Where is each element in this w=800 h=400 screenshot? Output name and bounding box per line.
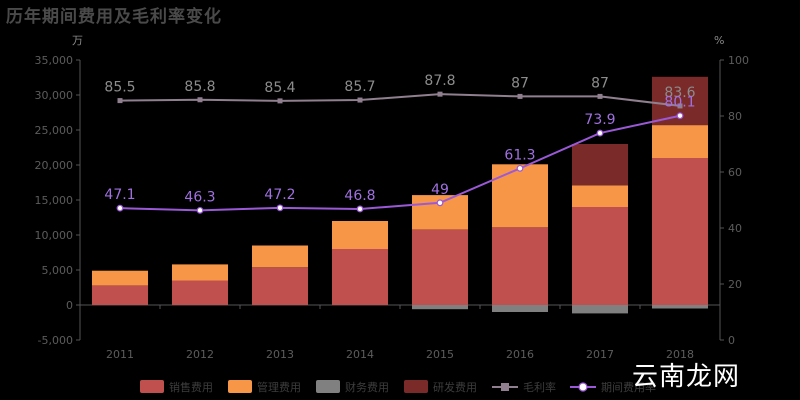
data-label-期间费用率: 47.1	[104, 187, 135, 203]
right-tick-label: 100	[728, 54, 749, 67]
lines	[116, 91, 684, 214]
legend-swatch	[140, 380, 164, 393]
bar-财务费用	[652, 305, 708, 309]
bar-销售费用	[492, 227, 548, 305]
marker-毛利率	[597, 93, 603, 99]
left-tick-label: -5,000	[38, 334, 73, 347]
marker-毛利率	[197, 97, 203, 103]
x-tick-label: 2018	[666, 348, 694, 361]
left-axis-unit: 万	[72, 34, 83, 47]
marker-毛利率	[117, 98, 123, 104]
data-label-期间费用率: 73.9	[584, 112, 615, 128]
marker-期间费用率	[196, 206, 204, 214]
left-tick-label: 30,000	[35, 89, 74, 102]
data-label-毛利率: 85.7	[344, 79, 375, 95]
left-tick-label: 15,000	[35, 194, 74, 207]
data-label-毛利率: 87.8	[424, 73, 455, 89]
right-axis-unit: %	[714, 34, 724, 47]
bar-管理费用	[172, 264, 228, 281]
bar-管理费用	[492, 164, 548, 228]
axes: -5,000 0 5,000 10,000 15,000 20,000 25,000 30,0…	[35, 34, 750, 361]
right-tick-label: 20	[728, 278, 742, 291]
marker-期间费用率	[436, 199, 444, 207]
bar-销售费用	[412, 229, 468, 305]
marker-期间费用率	[676, 112, 684, 120]
bar-财务费用	[572, 305, 628, 314]
line-毛利率	[119, 93, 681, 107]
data-label-期间费用率: 46.8	[344, 188, 375, 204]
marker-毛利率	[357, 97, 363, 103]
bar-管理费用	[652, 125, 708, 158]
data-labels: 85.5 85.8 85.4 85.7 87.8 87 87 83.6 47.1 46.3 47.2…	[104, 73, 695, 205]
legend-label: 管理费用	[257, 380, 301, 394]
data-label-毛利率: 87	[591, 75, 609, 91]
x-tick-label: 2013	[266, 348, 294, 361]
marker-毛利率	[517, 93, 523, 99]
data-label-毛利率: 83.6	[664, 85, 695, 101]
bar-销售费用	[172, 280, 228, 305]
bar-销售费用	[652, 158, 708, 305]
x-tick-label: 2017	[586, 348, 614, 361]
watermark-logo: 云南龙网	[632, 362, 741, 392]
legend-swatch	[228, 380, 252, 393]
bars	[92, 76, 708, 314]
data-label-毛利率: 85.4	[264, 80, 295, 96]
left-tick-label: 25,000	[35, 124, 74, 137]
marker-期间费用率	[116, 204, 124, 212]
marker-期间费用率	[596, 129, 604, 137]
legend-marker	[501, 383, 509, 391]
left-tick-label: 5,000	[42, 264, 74, 277]
marker-毛利率	[437, 91, 443, 97]
data-label-期间费用率: 46.3	[184, 189, 215, 205]
x-tick-label: 2014	[346, 348, 374, 361]
bar-研发费用	[572, 144, 628, 186]
legend-swatch	[316, 380, 340, 393]
data-label-毛利率: 85.8	[184, 79, 215, 95]
data-label-期间费用率: 47.2	[264, 187, 295, 203]
legend-label: 毛利率	[523, 380, 556, 394]
left-tick-label: 20,000	[35, 159, 74, 172]
data-label-期间费用率: 61.3	[504, 147, 535, 163]
legend: 销售费用 管理费用 财务费用 研发费用 毛利率 期间费用率	[140, 380, 656, 394]
legend-label: 财务费用	[345, 380, 389, 394]
x-tick-label: 2016	[506, 348, 534, 361]
bar-管理费用	[92, 270, 148, 286]
data-label-毛利率: 85.5	[104, 80, 135, 96]
right-tick-label: 0	[728, 334, 735, 347]
data-label-毛利率: 87	[511, 75, 529, 91]
bar-销售费用	[252, 267, 308, 305]
right-tick-label: 60	[728, 166, 742, 179]
bar-管理费用	[332, 221, 388, 249]
left-tick-label: 0	[66, 299, 73, 312]
chart-title: 历年期间费用及毛利率变化	[6, 7, 222, 27]
legend-label: 销售费用	[169, 380, 213, 394]
right-tick-label: 40	[728, 222, 742, 235]
bar-财务费用	[492, 305, 548, 312]
legend-label: 期间费用率	[601, 380, 656, 394]
bar-销售费用	[572, 207, 628, 305]
legend-label: 研发费用	[433, 380, 477, 394]
marker-毛利率	[677, 103, 683, 109]
left-tick-label: 10,000	[35, 229, 74, 242]
right-tick-label: 80	[728, 110, 742, 123]
left-tick-label: 35,000	[35, 54, 74, 67]
marker-毛利率	[277, 98, 283, 104]
x-tick-label: 2012	[186, 348, 214, 361]
line-期间费用率	[119, 114, 681, 212]
legend-marker	[578, 382, 588, 392]
x-tick-label: 2015	[426, 348, 454, 361]
data-label-期间费用率: 80.1	[664, 95, 695, 111]
legend-swatch	[404, 380, 428, 393]
marker-期间费用率	[276, 204, 284, 212]
x-tick-label: 2011	[106, 348, 134, 361]
marker-期间费用率	[516, 164, 524, 172]
marker-期间费用率	[356, 205, 364, 213]
bar-销售费用	[92, 285, 148, 305]
bar-管理费用	[572, 185, 628, 207]
bar-销售费用	[332, 249, 388, 305]
data-label-期间费用率: 49	[431, 182, 449, 198]
bar-管理费用	[252, 245, 308, 268]
bar-财务费用	[412, 305, 468, 310]
